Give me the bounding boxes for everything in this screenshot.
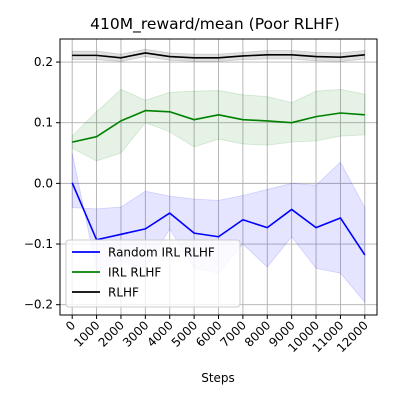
x-axis-label: Steps <box>201 371 235 385</box>
legend: Random IRL RLHF IRL RLHF RLHF <box>65 239 241 308</box>
series-lines <box>71 52 366 256</box>
legend-frame <box>65 239 241 308</box>
legend-label: IRL RLHF <box>108 266 161 280</box>
y-tick-label: 0.0 <box>34 176 53 190</box>
confidence-band-series-1 <box>71 88 366 162</box>
y-tick-label: 0.1 <box>34 116 53 130</box>
y-tick-label: −0.2 <box>24 298 53 312</box>
y-tick-label: −0.1 <box>24 237 53 251</box>
y-tick-label: 0.2 <box>34 55 53 69</box>
legend-label: Random IRL RLHF <box>108 246 215 260</box>
chart-title: 410M_reward/mean (Poor RLHF) <box>90 15 340 34</box>
legend-label: RLHF <box>108 286 139 300</box>
